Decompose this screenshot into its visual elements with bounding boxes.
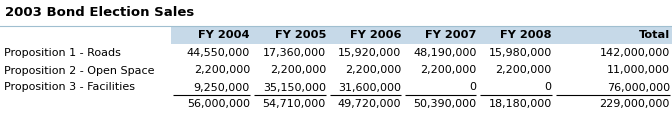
Text: 31,600,000: 31,600,000 [338,83,401,93]
Text: 229,000,000: 229,000,000 [599,99,670,109]
Text: 49,720,000: 49,720,000 [338,99,401,109]
Text: FY 2005: FY 2005 [275,30,326,40]
Text: FY 2007: FY 2007 [425,30,476,40]
Text: 2,200,000: 2,200,000 [194,66,250,76]
Text: 48,190,000: 48,190,000 [413,48,476,58]
Text: FY 2008: FY 2008 [500,30,552,40]
Text: FY 2004: FY 2004 [198,30,250,40]
Text: 2003 Bond Election Sales: 2003 Bond Election Sales [5,6,194,19]
Text: Proposition 3 - Facilities: Proposition 3 - Facilities [4,83,135,93]
Text: Total: Total [639,30,670,40]
Text: 0: 0 [545,83,552,93]
Text: 17,360,000: 17,360,000 [263,48,326,58]
Text: 142,000,000: 142,000,000 [599,48,670,58]
Text: Proposition 1 - Roads: Proposition 1 - Roads [4,48,121,58]
Text: 0: 0 [470,83,476,93]
Text: Proposition 2 - Open Space: Proposition 2 - Open Space [4,66,155,76]
Text: 2,200,000: 2,200,000 [420,66,476,76]
Text: 18,180,000: 18,180,000 [489,99,552,109]
Text: 44,550,000: 44,550,000 [187,48,250,58]
Text: 2,200,000: 2,200,000 [345,66,401,76]
Text: 54,710,000: 54,710,000 [263,99,326,109]
Text: 15,980,000: 15,980,000 [489,48,552,58]
Text: 56,000,000: 56,000,000 [187,99,250,109]
Text: 50,390,000: 50,390,000 [413,99,476,109]
Text: 9,250,000: 9,250,000 [194,83,250,93]
Text: 11,000,000: 11,000,000 [607,66,670,76]
Text: 35,150,000: 35,150,000 [263,83,326,93]
Text: FY 2006: FY 2006 [349,30,401,40]
Text: 2,200,000: 2,200,000 [269,66,326,76]
Text: 15,920,000: 15,920,000 [338,48,401,58]
Bar [171,26,672,44]
Text: 2,200,000: 2,200,000 [495,66,552,76]
Text: 76,000,000: 76,000,000 [607,83,670,93]
